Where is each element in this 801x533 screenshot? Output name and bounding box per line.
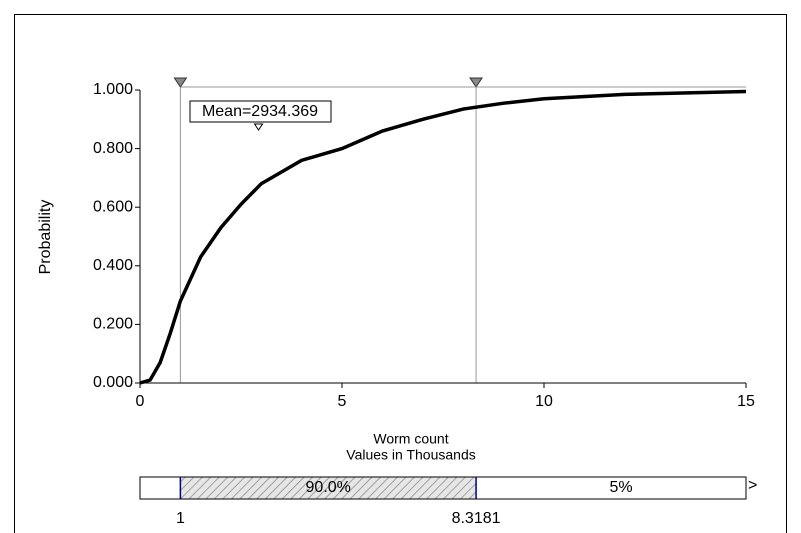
x-axis-label: Worm count (373, 431, 448, 447)
mean-marker (253, 123, 264, 131)
y-tick-label: 1.000 (93, 81, 133, 98)
mean-box (189, 100, 332, 123)
y-axis-label: Probability (37, 200, 54, 275)
x-tick-label: 10 (535, 393, 553, 410)
x-tick-label: 5 (338, 393, 347, 410)
x-tick-label: 0 (136, 393, 145, 410)
delimiter-label: 8.3181 (452, 510, 501, 527)
x-axis-sublabel: Values in Thousands (346, 447, 475, 463)
mean-label: Mean=2934.369 (202, 103, 318, 120)
delimiter-handle (173, 77, 188, 88)
delimiter-handle (469, 77, 483, 88)
cdf-line (139, 89, 747, 385)
band-label: 5% (609, 479, 632, 496)
y-tick-label: 0.800 (93, 140, 133, 157)
y-tick-label: 0.600 (93, 198, 133, 215)
band-arrow: > (748, 477, 757, 494)
delimiter-label: 1 (176, 510, 185, 527)
y-tick-label: 0.400 (93, 257, 133, 274)
frame (14, 14, 787, 533)
y-tick-label: 0.200 (93, 316, 133, 333)
band-label: 90.0% (306, 479, 351, 496)
y-tick-label: 0.000 (93, 374, 133, 391)
x-tick-label: 15 (737, 393, 755, 410)
